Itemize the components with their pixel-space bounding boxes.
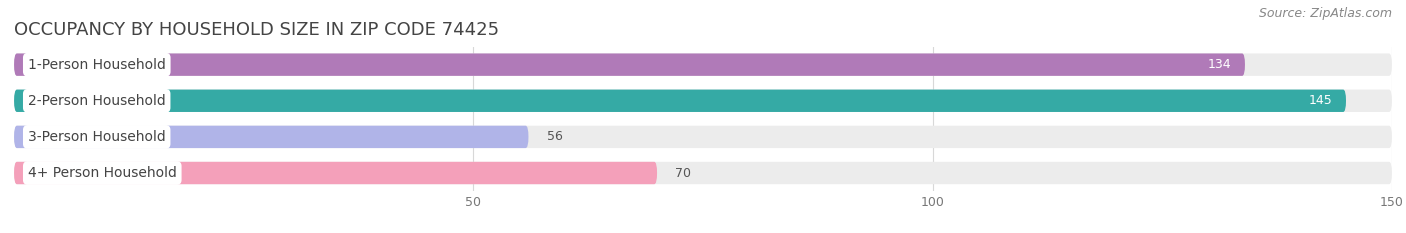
Text: Source: ZipAtlas.com: Source: ZipAtlas.com: [1258, 7, 1392, 20]
FancyBboxPatch shape: [14, 126, 529, 148]
FancyBboxPatch shape: [14, 89, 1346, 112]
Text: 4+ Person Household: 4+ Person Household: [28, 166, 177, 180]
Text: 1-Person Household: 1-Person Household: [28, 58, 166, 72]
Text: 56: 56: [547, 130, 562, 143]
FancyBboxPatch shape: [14, 53, 1244, 76]
FancyBboxPatch shape: [14, 162, 657, 184]
FancyBboxPatch shape: [14, 126, 1392, 148]
FancyBboxPatch shape: [14, 162, 1392, 184]
Text: OCCUPANCY BY HOUSEHOLD SIZE IN ZIP CODE 74425: OCCUPANCY BY HOUSEHOLD SIZE IN ZIP CODE …: [14, 21, 499, 39]
FancyBboxPatch shape: [14, 53, 1392, 76]
Text: 3-Person Household: 3-Person Household: [28, 130, 166, 144]
Text: 2-Person Household: 2-Person Household: [28, 94, 166, 108]
FancyBboxPatch shape: [14, 89, 1392, 112]
Text: 134: 134: [1208, 58, 1232, 71]
Text: 145: 145: [1309, 94, 1333, 107]
Text: 70: 70: [675, 167, 692, 179]
